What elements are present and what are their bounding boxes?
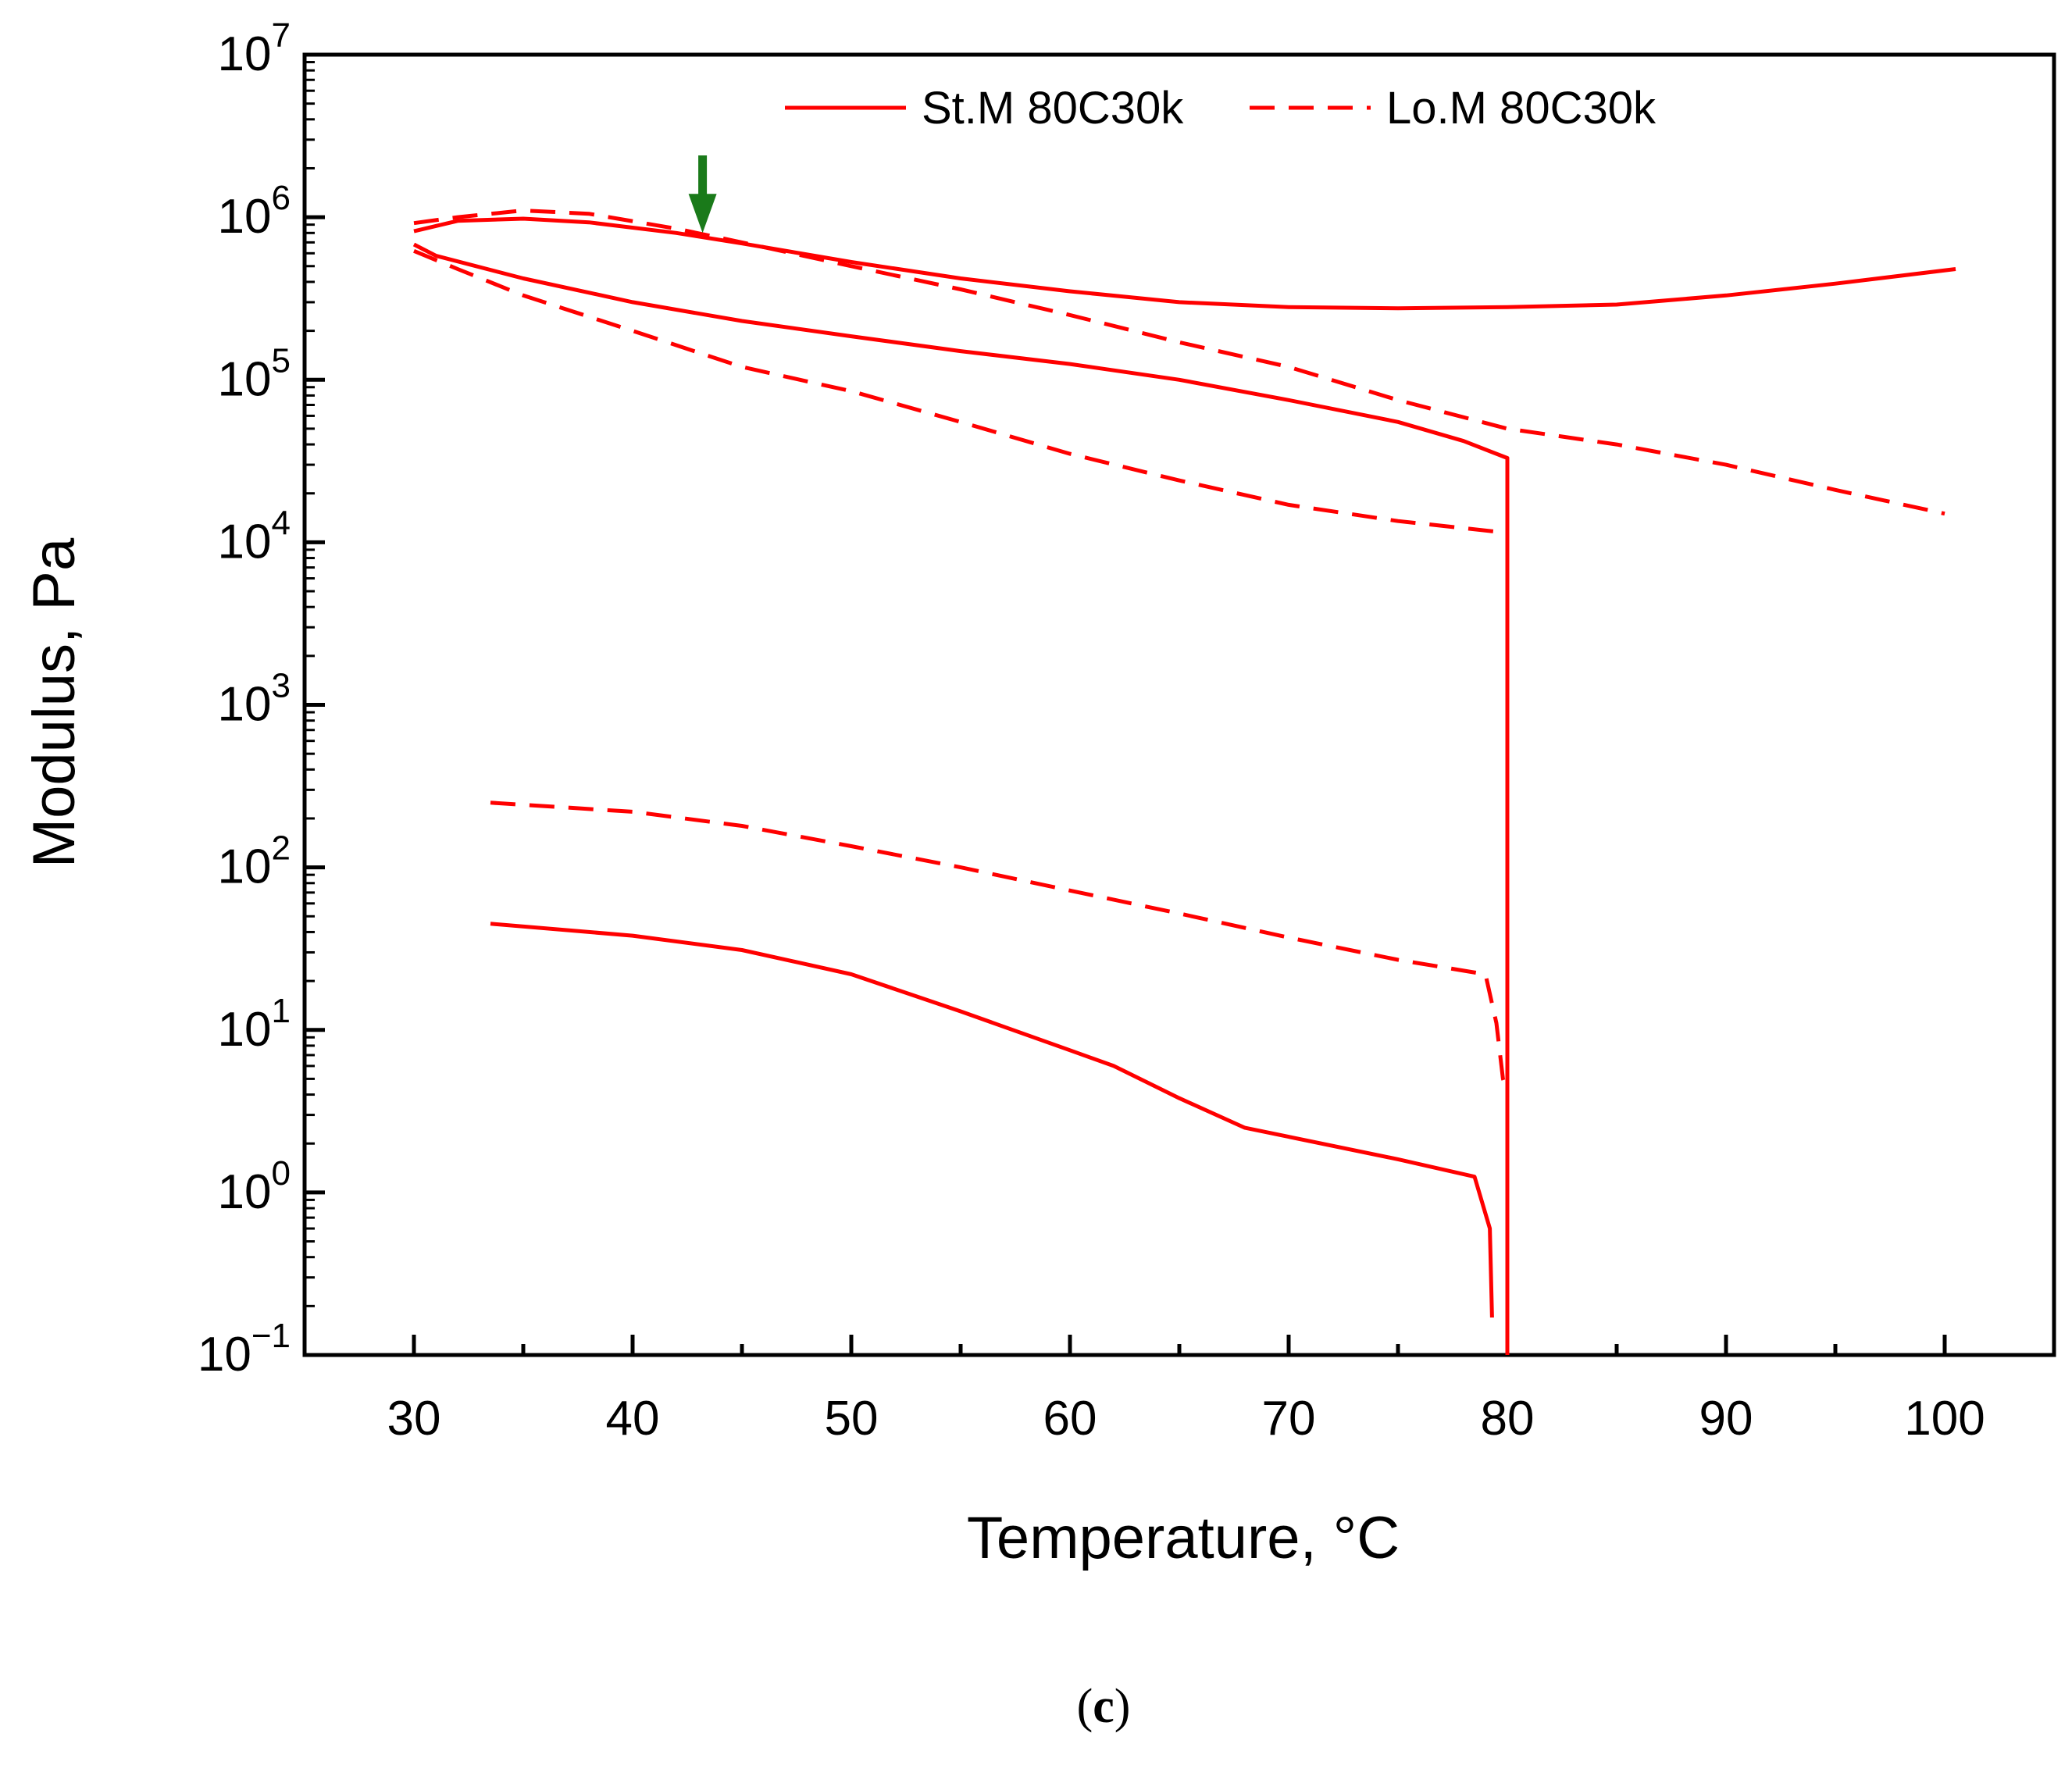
y-tick-label: 104 bbox=[218, 504, 291, 569]
arrow-annotation bbox=[688, 155, 717, 234]
series-line-6 bbox=[490, 800, 1510, 1093]
arrow-head bbox=[688, 194, 717, 234]
legend: St.M 80C30k Lo.M 80C30k bbox=[785, 83, 1657, 134]
y-axis-title: Modulus, Pa bbox=[21, 537, 87, 868]
x-tick-label: 50 bbox=[825, 1392, 879, 1446]
legend-label-stm: St.M 80C30k bbox=[922, 83, 1184, 134]
caption: (c) bbox=[1077, 1680, 1131, 1733]
x-tick-label: 100 bbox=[1904, 1392, 1985, 1446]
series-line-4 bbox=[413, 209, 1945, 516]
x-tick-label: 80 bbox=[1481, 1392, 1535, 1446]
plot-frame bbox=[302, 52, 2056, 1357]
x-tick-label: 90 bbox=[1699, 1392, 1753, 1446]
x-tick-label: 70 bbox=[1262, 1392, 1316, 1446]
y-tick-label: 105 bbox=[218, 341, 291, 406]
series-line-1 bbox=[413, 216, 1956, 311]
x-axis-title: Temperature, °C bbox=[967, 1505, 1400, 1571]
series-layer bbox=[412, 209, 1956, 1355]
y-tick-label: 10−1 bbox=[198, 1317, 291, 1382]
y-tick-label: 100 bbox=[218, 1154, 291, 1219]
x-tick-label: 30 bbox=[387, 1392, 441, 1446]
y-tick-label: 107 bbox=[218, 16, 291, 81]
x-tick-label: 40 bbox=[606, 1392, 660, 1446]
legend-label-lom: Lo.M 80C30k bbox=[1386, 83, 1657, 134]
y-tick-label: 103 bbox=[218, 667, 291, 732]
y-tick-label: 106 bbox=[218, 179, 291, 244]
series-line-3 bbox=[490, 922, 1494, 1318]
series-line-2 bbox=[412, 242, 1510, 1355]
axis-ticks bbox=[302, 52, 2056, 1357]
x-tick-label: 60 bbox=[1043, 1392, 1097, 1446]
y-tick-label: 102 bbox=[218, 829, 291, 894]
y-tick-labels: 107 106 105 104 103 102 101 100 10−1 bbox=[198, 16, 291, 1382]
x-tick-labels: 30 40 50 60 70 80 90 100 bbox=[387, 1392, 1985, 1446]
series-line-5 bbox=[413, 248, 1503, 535]
y-tick-label: 101 bbox=[218, 992, 291, 1057]
